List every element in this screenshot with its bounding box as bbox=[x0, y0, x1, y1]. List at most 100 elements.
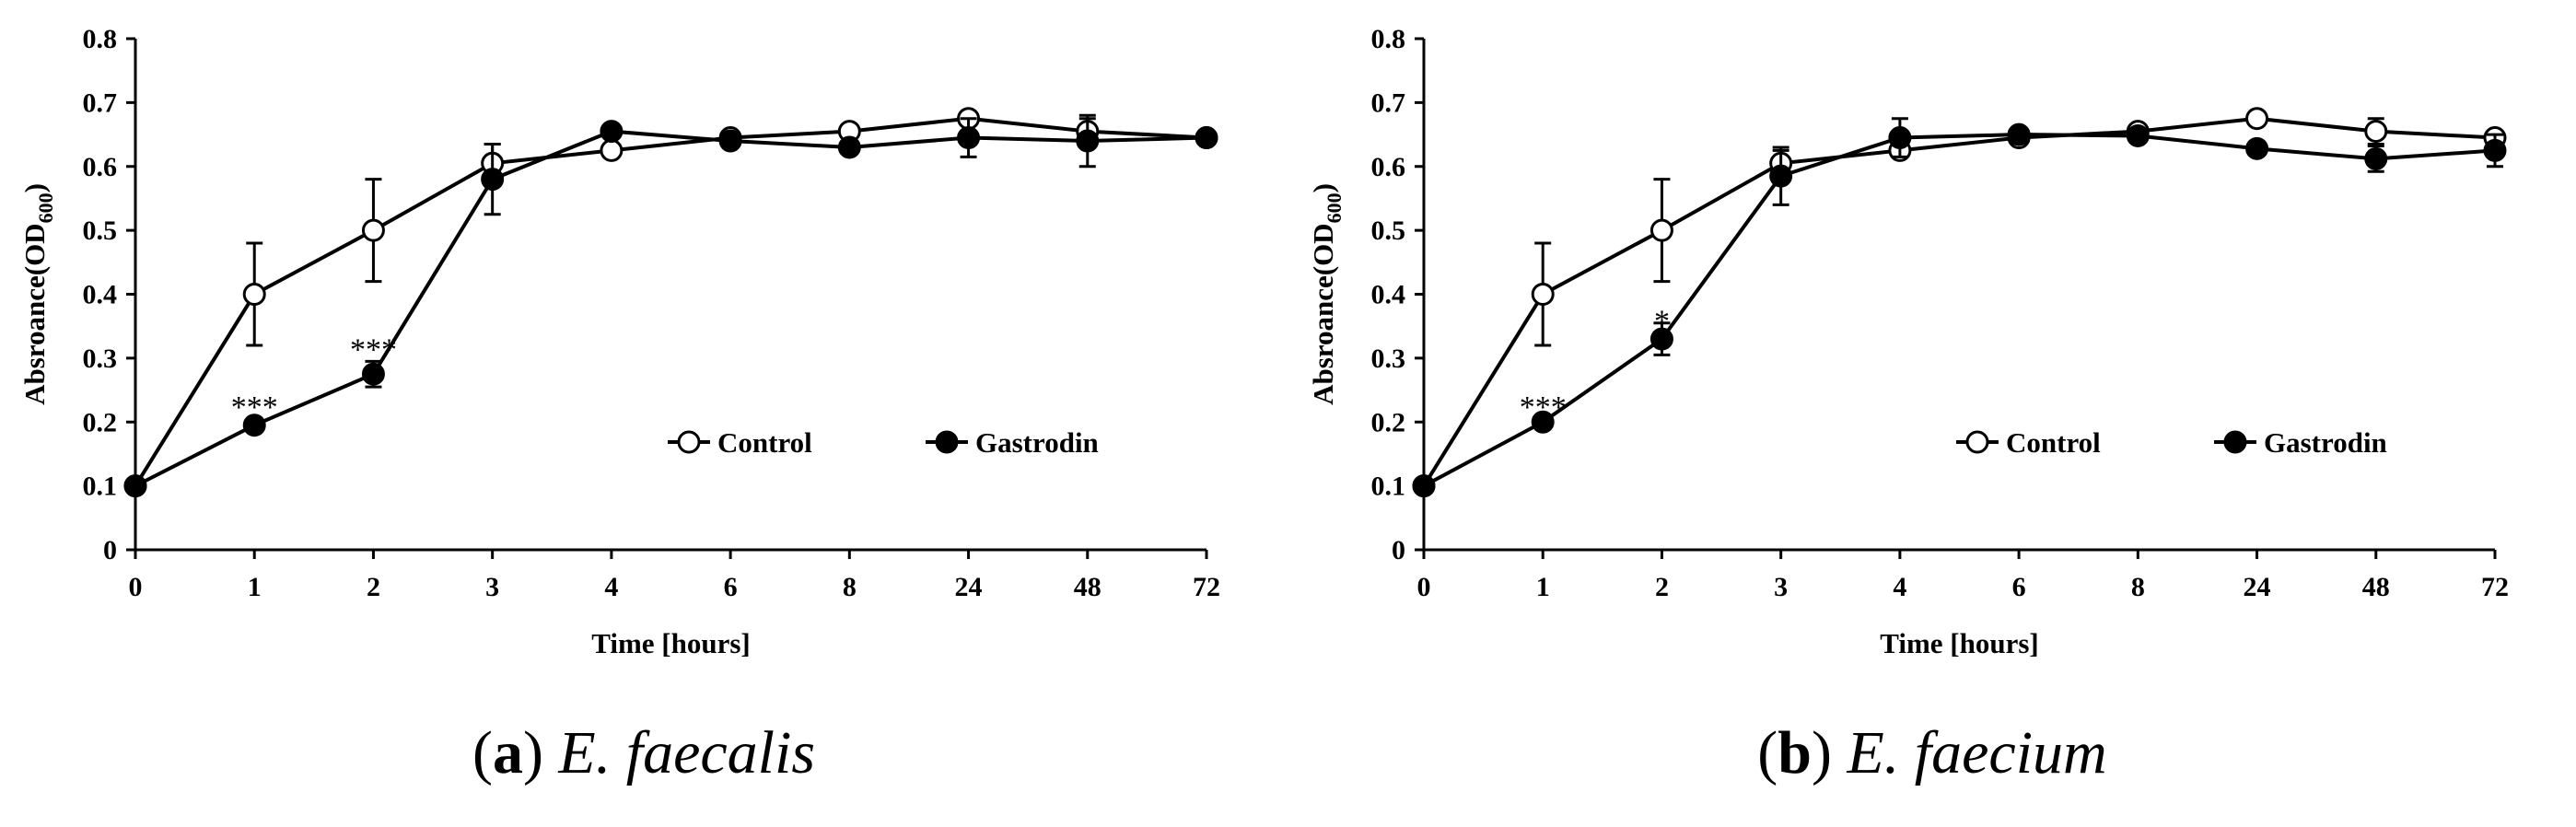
y-tick-label: 0.3 bbox=[83, 344, 118, 374]
y-tick-label: 0.1 bbox=[83, 472, 118, 502]
x-tick-label: 6 bbox=[724, 572, 738, 602]
data-point-filled-circle bbox=[1888, 126, 1912, 150]
x-tick-label: 24 bbox=[955, 572, 983, 602]
y-tick-label: 0.2 bbox=[1371, 407, 1406, 437]
caption-open-paren: ( bbox=[1757, 719, 1778, 786]
data-point-open-circle bbox=[361, 218, 385, 242]
y-axis-title-close: ) bbox=[18, 183, 51, 192]
y-tick-label: 0.8 bbox=[83, 24, 118, 54]
x-tick-label: 8 bbox=[843, 572, 857, 602]
legend-filled-circle-marker bbox=[935, 430, 959, 454]
significance-annotation: *** bbox=[231, 390, 278, 425]
panel-b: 0 0.1 0.2 0.3 0.4 0.5 0.6 0.7 0.8 0 1 2 3 4 6 8 24 48 72 Ti… bbox=[1288, 0, 2576, 827]
y-axis-title: Absroance(OD600) bbox=[1307, 183, 1346, 405]
y-axis-title-main: Absroance(OD bbox=[18, 223, 51, 404]
legend-filled-circle-marker bbox=[2223, 430, 2247, 454]
data-point-filled-circle bbox=[2126, 123, 2150, 147]
data-point-filled-circle bbox=[600, 120, 624, 144]
data-point-filled-circle bbox=[2483, 138, 2507, 162]
x-tick-label: 72 bbox=[1193, 572, 1220, 602]
x-axis-title: Time [hours] bbox=[591, 627, 751, 659]
y-tick-label: 0.8 bbox=[1371, 24, 1406, 54]
x-tick-label: 0 bbox=[1417, 572, 1431, 602]
data-point-filled-circle bbox=[1076, 129, 1100, 153]
data-point-filled-circle bbox=[1195, 126, 1218, 150]
caption-b: (b) E. faecium bbox=[1288, 718, 2576, 788]
data-point-filled-circle bbox=[242, 414, 266, 437]
significance-annotation: *** bbox=[350, 332, 397, 367]
x-tick-label: 3 bbox=[1774, 572, 1788, 602]
data-point-open-circle bbox=[2364, 120, 2388, 144]
legend-open-circle-marker bbox=[1965, 430, 1989, 454]
caption-a: (a) E. faecalis bbox=[0, 718, 1288, 788]
x-axis-title: Time [hours] bbox=[1880, 627, 2039, 659]
data-point-filled-circle bbox=[718, 129, 742, 153]
x-tick-label: 0 bbox=[129, 572, 143, 602]
data-point-open-circle bbox=[600, 138, 624, 162]
data-point-filled-circle bbox=[1412, 474, 1436, 498]
caption-open-paren: ( bbox=[472, 719, 493, 786]
legend: Control Gastrodin bbox=[1956, 426, 2387, 459]
y-tick-label: 0.7 bbox=[1371, 87, 1406, 118]
x-tick-label: 2 bbox=[1655, 572, 1669, 602]
y-tick-label: 0.6 bbox=[1371, 152, 1406, 182]
y-tick-label: 0.5 bbox=[83, 215, 118, 246]
caption-close-paren: ) bbox=[1811, 719, 1832, 786]
y-tick-label: 0.6 bbox=[83, 152, 118, 182]
data-point-filled-circle bbox=[2364, 146, 2388, 170]
data-point-filled-circle bbox=[837, 135, 861, 159]
data-point-filled-circle bbox=[1769, 164, 1793, 188]
x-tick-label: 4 bbox=[1893, 572, 1906, 602]
y-tick-label: 0.5 bbox=[1371, 215, 1406, 246]
chart-a-svg: 0 0.1 0.2 0.3 0.4 0.5 0.6 0.7 0.8 0 1 2 3 4 6 8 24 48 72 Ti… bbox=[18, 24, 1220, 659]
significance-annotation: *** bbox=[1520, 390, 1567, 425]
y-axis-title-close: ) bbox=[1307, 183, 1339, 192]
caption-letter: b bbox=[1778, 719, 1812, 786]
legend-label: Gastrodin bbox=[2264, 426, 2387, 459]
series-line bbox=[1422, 116, 2496, 487]
caption-species: E. faecalis bbox=[558, 719, 816, 786]
x-tick-label: 8 bbox=[2131, 572, 2145, 602]
x-tick-label: 2 bbox=[367, 572, 380, 602]
y-axis-title-main: Absroance(OD bbox=[1307, 223, 1339, 404]
legend-label: Control bbox=[2006, 426, 2101, 459]
data-point-filled-circle bbox=[361, 362, 385, 386]
y-tick-label: 0.4 bbox=[83, 280, 118, 310]
x-tick-label: 48 bbox=[1074, 572, 1102, 602]
y-tick-label: 0 bbox=[1392, 535, 1405, 565]
data-point-open-circle bbox=[1649, 218, 1673, 242]
data-point-open-circle bbox=[242, 283, 266, 306]
x-tick-label: 1 bbox=[1536, 572, 1550, 602]
legend-label: Gastrodin bbox=[975, 426, 1099, 459]
data-point-filled-circle bbox=[1649, 327, 1673, 351]
y-axis-title: Absroance(OD600) bbox=[18, 183, 57, 405]
series-gastrodin bbox=[123, 113, 1218, 498]
series-line bbox=[1423, 133, 2496, 488]
x-tick-label: 48 bbox=[2362, 572, 2390, 602]
y-tick-label: 0 bbox=[103, 535, 117, 565]
data-point-open-circle bbox=[2245, 107, 2269, 131]
legend-open-circle-marker bbox=[677, 430, 701, 454]
legend-label: Control bbox=[717, 426, 812, 459]
caption-close-paren: ) bbox=[522, 719, 543, 786]
x-tick-label: 3 bbox=[485, 572, 499, 602]
data-point-filled-circle bbox=[123, 474, 147, 498]
series-gastrodin bbox=[1412, 117, 2507, 498]
chart-b-svg: 0 0.1 0.2 0.3 0.4 0.5 0.6 0.7 0.8 0 1 2 3 4 6 8 24 48 72 Ti… bbox=[1307, 24, 2509, 659]
y-axis-title-subscript: 600 bbox=[34, 192, 57, 223]
caption-letter: a bbox=[492, 719, 523, 786]
y-tick-label: 0.7 bbox=[83, 87, 118, 118]
series-line bbox=[134, 116, 1207, 487]
y-axis-title-subscript: 600 bbox=[1323, 192, 1346, 223]
x-tick-label: 1 bbox=[248, 572, 262, 602]
significance-annotation: * bbox=[1654, 304, 1670, 338]
y-tick-label: 0.1 bbox=[1371, 472, 1406, 502]
data-point-open-circle bbox=[1531, 283, 1555, 306]
y-tick-label: 0.3 bbox=[1371, 344, 1406, 374]
panel-a: 0 0.1 0.2 0.3 0.4 0.5 0.6 0.7 0.8 0 1 2 3 4 6 8 24 48 72 Ti… bbox=[0, 24, 1288, 788]
caption-species: E. faecium bbox=[1847, 719, 2107, 786]
series-line bbox=[134, 129, 1207, 488]
y-tick-label: 0.4 bbox=[1371, 280, 1406, 310]
legend: Control Gastrodin bbox=[668, 426, 1099, 459]
